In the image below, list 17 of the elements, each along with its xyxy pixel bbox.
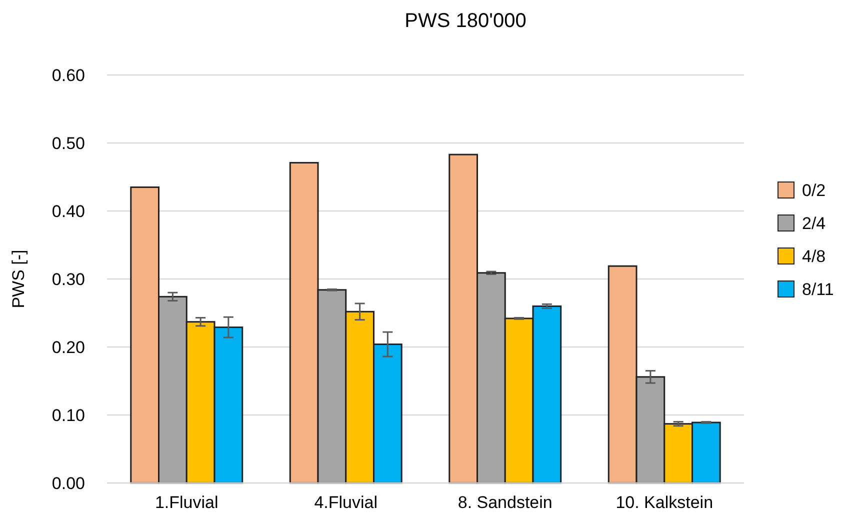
y-tick-label: 0.40 — [52, 202, 85, 221]
legend-label: 4/8 — [802, 246, 826, 266]
y-tick-label: 0.50 — [52, 134, 85, 153]
y-tick-label: 0.60 — [52, 66, 85, 85]
y-tick-label: 0.20 — [52, 338, 85, 357]
y-tick-label: 0.30 — [52, 270, 85, 289]
chart-title: PWS 180'000 — [404, 10, 526, 32]
y-axis-title: PWS [-] — [9, 250, 28, 308]
legend-label: 0/2 — [802, 180, 826, 200]
y-tick-label: 0.00 — [52, 474, 85, 493]
x-tick-label: 10. Kalkstein — [616, 493, 714, 512]
legend-label: 2/4 — [802, 214, 826, 233]
x-tick-label: 1.Fluvial — [154, 493, 218, 512]
legend-label: 8/11 — [802, 280, 834, 299]
x-tick-label: 4.Fluvial — [314, 493, 378, 512]
y-tick-label: 0.10 — [52, 406, 85, 425]
x-tick-label: 8. Sandstein — [458, 493, 552, 512]
